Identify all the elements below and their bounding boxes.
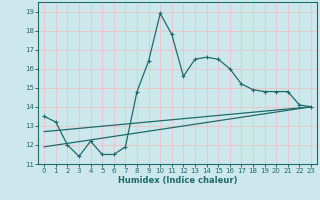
X-axis label: Humidex (Indice chaleur): Humidex (Indice chaleur)	[118, 176, 237, 185]
